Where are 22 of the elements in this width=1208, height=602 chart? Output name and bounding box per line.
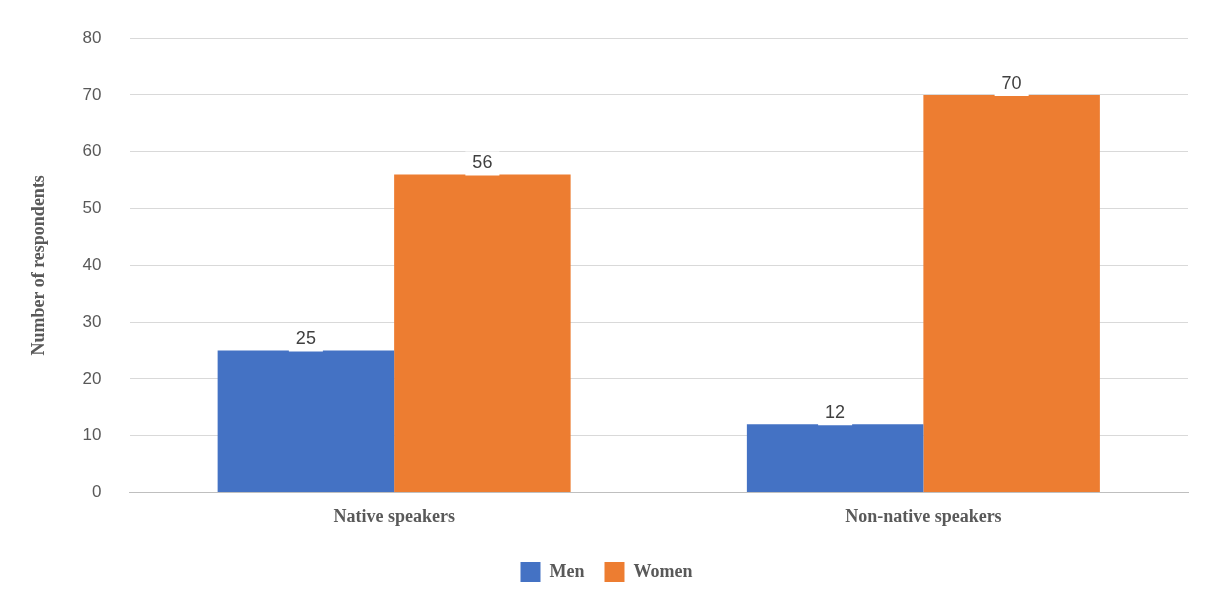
y-tick-label: 50 bbox=[82, 198, 102, 218]
y-tick-label: 20 bbox=[82, 368, 102, 388]
y-tick-label: 0 bbox=[92, 482, 102, 502]
data-label: 25 bbox=[295, 328, 316, 349]
y-tick-label: 10 bbox=[82, 425, 102, 445]
bar bbox=[923, 94, 1100, 492]
bar bbox=[746, 424, 924, 492]
legend-label: Women bbox=[633, 560, 693, 581]
data-label: 70 bbox=[1001, 72, 1022, 93]
x-tick-label: Non-native speakers bbox=[845, 505, 1002, 526]
y-tick-label: 70 bbox=[82, 84, 102, 104]
y-axis-title: Number of respondents bbox=[28, 175, 49, 356]
y-tick-label: 80 bbox=[82, 27, 102, 47]
y-tick-label: 40 bbox=[82, 254, 102, 274]
bar bbox=[394, 174, 571, 492]
y-tick-label: 60 bbox=[82, 141, 102, 161]
data-label: 56 bbox=[472, 152, 493, 173]
bar bbox=[217, 350, 395, 492]
data-label: 12 bbox=[825, 402, 846, 423]
legend-label: Men bbox=[549, 560, 585, 581]
y-tick-label: 30 bbox=[82, 311, 102, 331]
x-tick-label: Native speakers bbox=[333, 505, 455, 526]
